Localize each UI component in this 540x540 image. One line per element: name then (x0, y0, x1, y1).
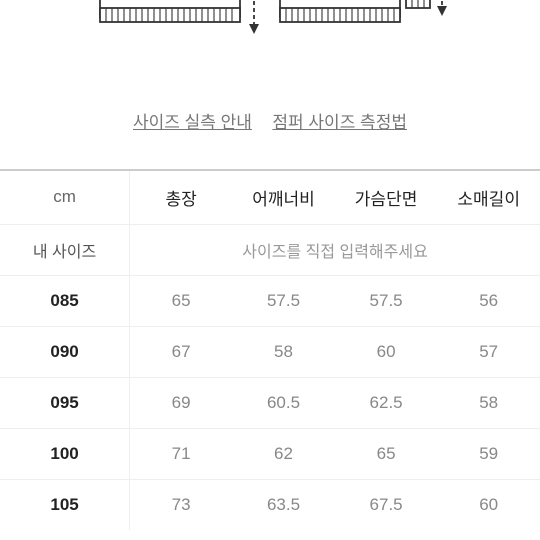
table-row: 100 71 62 65 59 (0, 428, 540, 479)
measure-method-link[interactable]: 점퍼 사이즈 측정법 (272, 113, 407, 132)
my-size-placeholder[interactable]: 사이즈를 직접 입력해주세요 (130, 224, 540, 275)
column-header: 소매길이 (437, 170, 540, 224)
value-cell: 69 (130, 377, 233, 428)
value-cell: 56 (437, 275, 540, 326)
table-row: 095 69 60.5 62.5 58 (0, 377, 540, 428)
value-cell: 62.5 (335, 377, 438, 428)
table-header-row: cm 총장 어깨너비 가슴단면 소매길이 (0, 170, 540, 224)
size-cell: 095 (0, 377, 130, 428)
table-row: 105 73 63.5 67.5 60 (0, 479, 540, 530)
value-cell: 57.5 (232, 275, 335, 326)
value-cell: 58 (437, 377, 540, 428)
value-cell: 57 (437, 326, 540, 377)
table-row: 090 67 58 60 57 (0, 326, 540, 377)
value-cell: 67 (130, 326, 233, 377)
unit-header: cm (0, 170, 130, 224)
value-cell: 65 (335, 428, 438, 479)
value-cell: 67.5 (335, 479, 438, 530)
column-header: 총장 (130, 170, 233, 224)
size-guide-link[interactable]: 사이즈 실측 안내 (133, 113, 252, 132)
value-cell: 58 (232, 326, 335, 377)
value-cell: 60.5 (232, 377, 335, 428)
value-cell: 60 (437, 479, 540, 530)
value-cell: 62 (232, 428, 335, 479)
size-cell: 090 (0, 326, 130, 377)
size-links: 사이즈 실측 안내 점퍼 사이즈 측정법 (0, 60, 540, 169)
size-cell: 105 (0, 479, 130, 530)
value-cell: 60 (335, 326, 438, 377)
value-cell: 59 (437, 428, 540, 479)
value-cell: 57.5 (335, 275, 438, 326)
my-size-label: 내 사이즈 (0, 224, 130, 275)
size-table: cm 총장 어깨너비 가슴단면 소매길이 내 사이즈 사이즈를 직접 입력해주세… (0, 169, 540, 530)
value-cell: 63.5 (232, 479, 335, 530)
table-row: 085 65 57.5 57.5 56 (0, 275, 540, 326)
value-cell: 73 (130, 479, 233, 530)
garment-diagram (0, 0, 540, 60)
value-cell: 71 (130, 428, 233, 479)
column-header: 가슴단면 (335, 170, 438, 224)
my-size-row[interactable]: 내 사이즈 사이즈를 직접 입력해주세요 (0, 224, 540, 275)
size-cell: 100 (0, 428, 130, 479)
value-cell: 65 (130, 275, 233, 326)
column-header: 어깨너비 (232, 170, 335, 224)
size-cell: 085 (0, 275, 130, 326)
